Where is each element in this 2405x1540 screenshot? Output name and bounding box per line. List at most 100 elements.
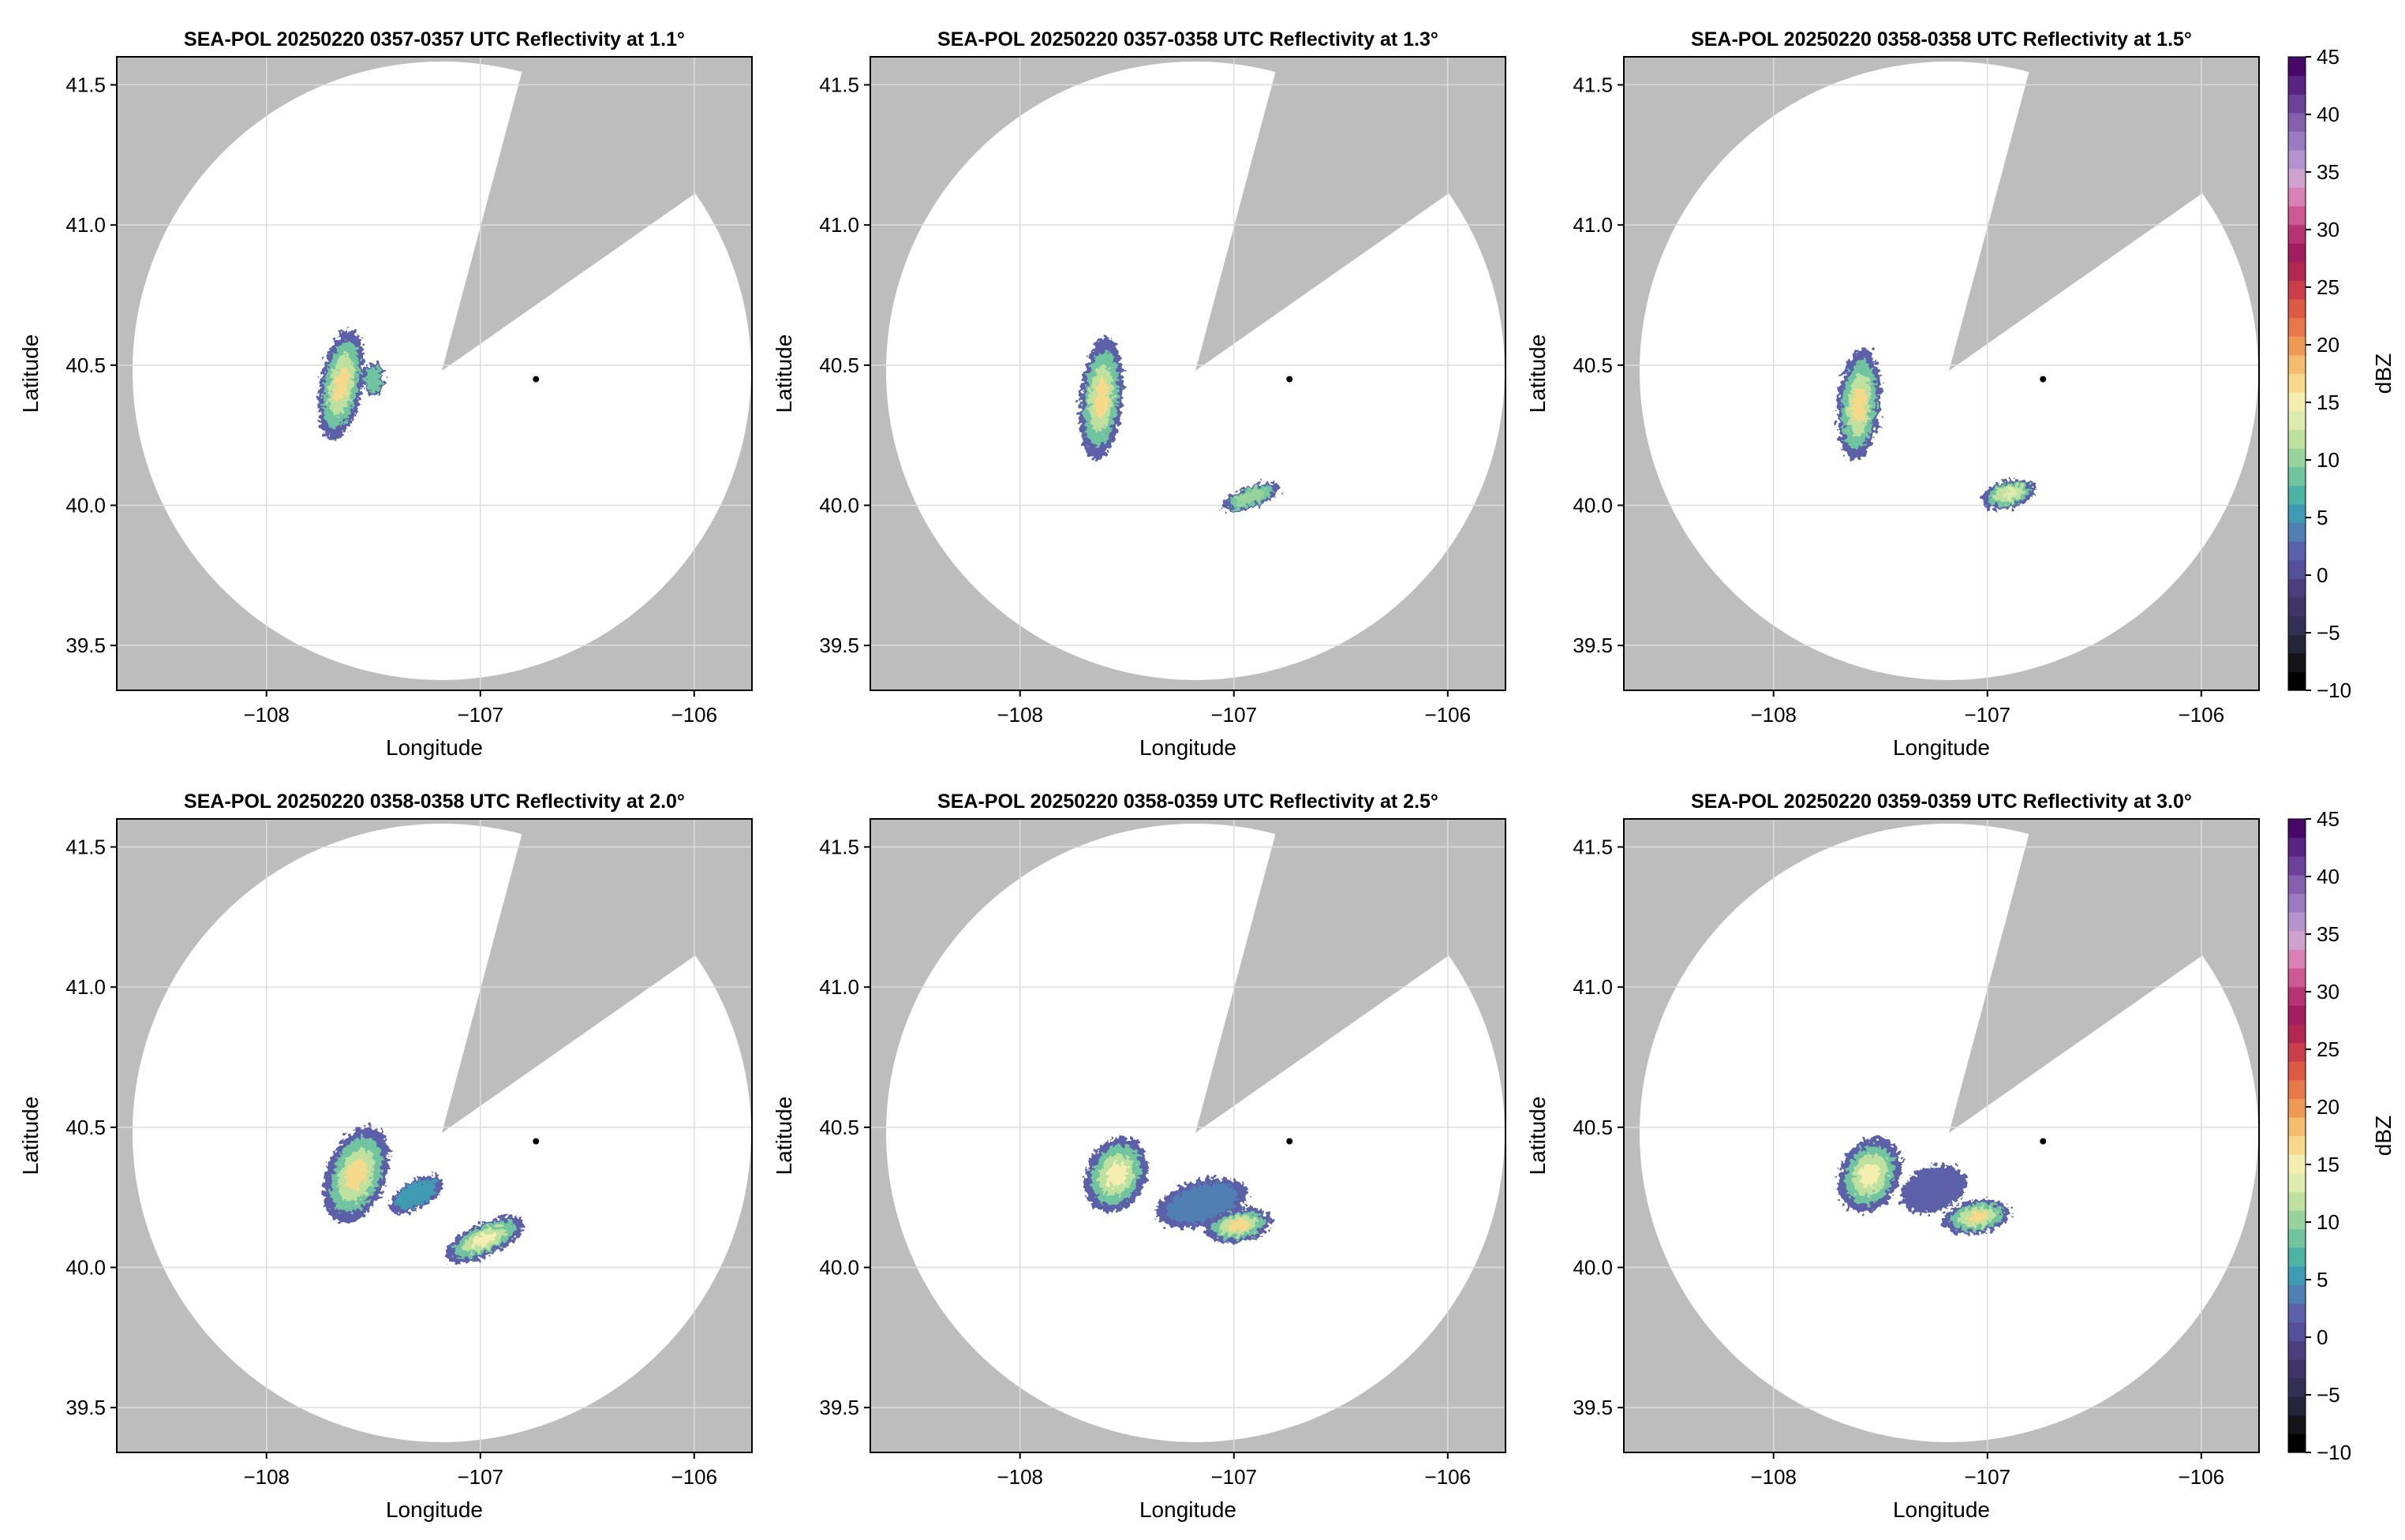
x-tick-label: −106 xyxy=(1425,703,1472,727)
colorbar-tick-label: −10 xyxy=(2317,1441,2351,1464)
panel-title: SEA-POL 20250220 0357-0358 UTC Reflectiv… xyxy=(937,28,1438,50)
y-tick-label: 41.5 xyxy=(819,73,859,97)
y-tick-label: 40.0 xyxy=(1573,493,1613,517)
x-tick-label: −108 xyxy=(243,703,290,727)
colorbar-tick-label: −5 xyxy=(2317,1383,2340,1407)
colorbar-tick-label: 45 xyxy=(2317,807,2340,831)
colorbar-segment xyxy=(2288,1415,2306,1434)
radar-coverage-area xyxy=(132,823,751,1442)
radar-panel: SEA-POL 20250220 0357-0358 UTC Reflectiv… xyxy=(772,28,1506,760)
y-axis-label: Latitude xyxy=(18,335,43,413)
colorbar-segment xyxy=(2288,1172,2306,1192)
colorbar-segment xyxy=(2288,1377,2306,1397)
echo-cell xyxy=(1079,337,1124,461)
colorbar-segment xyxy=(2288,949,2306,969)
echo-contour xyxy=(346,1159,367,1191)
radar-panel: SEA-POL 20250220 0358-0359 UTC Reflectiv… xyxy=(772,791,1506,1522)
echo-cell xyxy=(1222,482,1280,512)
colorbar-segment xyxy=(2288,559,2306,579)
x-axis-label: Longitude xyxy=(1139,735,1236,760)
echo-cell xyxy=(1156,1178,1248,1228)
colorbar-tick-label: 15 xyxy=(2317,1153,2340,1176)
y-tick-label: 39.5 xyxy=(819,634,859,657)
colorbar-tick-label: 0 xyxy=(2317,1325,2328,1349)
echo-cell xyxy=(362,362,384,396)
axes-frame xyxy=(870,818,1506,1453)
echo-contour xyxy=(472,1232,498,1247)
x-tick-label: −108 xyxy=(997,703,1043,727)
colorbar-segment xyxy=(2288,1061,2306,1081)
x-tick-label: −108 xyxy=(243,1465,290,1489)
colorbar-segment xyxy=(2288,224,2306,244)
colorbar-segment xyxy=(2288,1396,2306,1416)
colorbar-segment xyxy=(2288,1209,2306,1230)
colorbar-segment xyxy=(2288,1247,2306,1267)
axes-frame xyxy=(116,818,753,1453)
radar-location-marker xyxy=(533,376,540,383)
radar-coverage-area xyxy=(132,61,751,680)
panel-title: SEA-POL 20250220 0358-0358 UTC Reflectiv… xyxy=(184,791,685,813)
colorbar-segment xyxy=(2288,447,2306,468)
colorbar-segment xyxy=(2288,373,2306,393)
colorbar-tick-label: 25 xyxy=(2317,1037,2340,1061)
x-tick-label: −107 xyxy=(1964,1465,2010,1489)
y-tick-label: 39.5 xyxy=(65,634,106,657)
y-tick-label: 39.5 xyxy=(1573,634,1613,657)
colorbar-segment xyxy=(2288,261,2306,282)
colorbar-segment xyxy=(2288,1116,2306,1137)
colorbar-tick-label: 10 xyxy=(2317,1210,2340,1234)
x-axis-label: Longitude xyxy=(1139,1497,1236,1522)
x-axis-label: Longitude xyxy=(1893,735,1990,760)
echo-cell xyxy=(1901,1164,1967,1213)
x-tick-label: −107 xyxy=(1210,703,1257,727)
colorbar-segment xyxy=(2288,1098,2306,1118)
echo-contour xyxy=(407,1188,425,1201)
y-tick-label: 40.5 xyxy=(819,1116,859,1139)
colorbar-segment xyxy=(2288,131,2306,151)
x-tick-label: −106 xyxy=(671,1465,718,1489)
y-tick-label: 41.5 xyxy=(65,835,106,859)
y-tick-label: 40.5 xyxy=(1573,353,1613,377)
colorbar-segment xyxy=(2288,522,2306,542)
echo-cell xyxy=(318,329,365,440)
x-tick-label: −106 xyxy=(671,703,718,727)
colorbar-segment xyxy=(2288,893,2306,913)
echo-contour xyxy=(1105,1162,1127,1187)
x-tick-label: −107 xyxy=(457,703,503,727)
echo-cell xyxy=(323,1126,390,1224)
colorbar-segment xyxy=(2288,205,2306,226)
x-axis-label: Longitude xyxy=(386,735,483,760)
y-tick-label: 40.0 xyxy=(819,493,859,517)
echo-contour xyxy=(1241,492,1260,502)
y-tick-label: 39.5 xyxy=(819,1396,859,1419)
colorbar-tick-label: 40 xyxy=(2317,103,2340,126)
axes-frame xyxy=(1623,56,2260,691)
x-tick-label: −106 xyxy=(2179,703,2225,727)
radar-panel: SEA-POL 20250220 0357-0357 UTC Reflectiv… xyxy=(18,28,753,760)
y-tick-label: 41.5 xyxy=(1573,835,1613,859)
colorbar-tick-label: 25 xyxy=(2317,275,2340,299)
echo-cell xyxy=(1943,1199,2011,1235)
y-tick-label: 41.5 xyxy=(1573,73,1613,97)
x-tick-label: −108 xyxy=(1750,1465,1797,1489)
y-tick-label: 41.0 xyxy=(1573,975,1613,999)
axes-frame xyxy=(1623,818,2260,1453)
echo-cell xyxy=(1838,1137,1902,1213)
colorbar-segment xyxy=(2288,1265,2306,1286)
panel-title: SEA-POL 20250220 0359-0359 UTC Reflectiv… xyxy=(1691,791,2192,813)
colorbar-segment xyxy=(2288,429,2306,449)
y-tick-label: 41.0 xyxy=(1573,213,1613,237)
colorbar-segment xyxy=(2288,1154,2306,1174)
y-tick-label: 39.5 xyxy=(1573,1396,1613,1419)
colorbar-segment xyxy=(2288,986,2306,1006)
y-tick-label: 41.0 xyxy=(819,975,859,999)
colorbar-segment xyxy=(2288,1433,2306,1453)
colorbar-segment xyxy=(2288,485,2306,505)
y-tick-label: 40.5 xyxy=(819,353,859,377)
echo-contour xyxy=(1852,386,1867,423)
colorbar-segment xyxy=(2288,168,2306,188)
colorbar-tick-label: 35 xyxy=(2317,160,2340,184)
colorbar-segment xyxy=(2288,1228,2306,1248)
y-axis-label: Latitude xyxy=(1525,335,1550,413)
x-tick-label: −106 xyxy=(1425,1465,1472,1489)
